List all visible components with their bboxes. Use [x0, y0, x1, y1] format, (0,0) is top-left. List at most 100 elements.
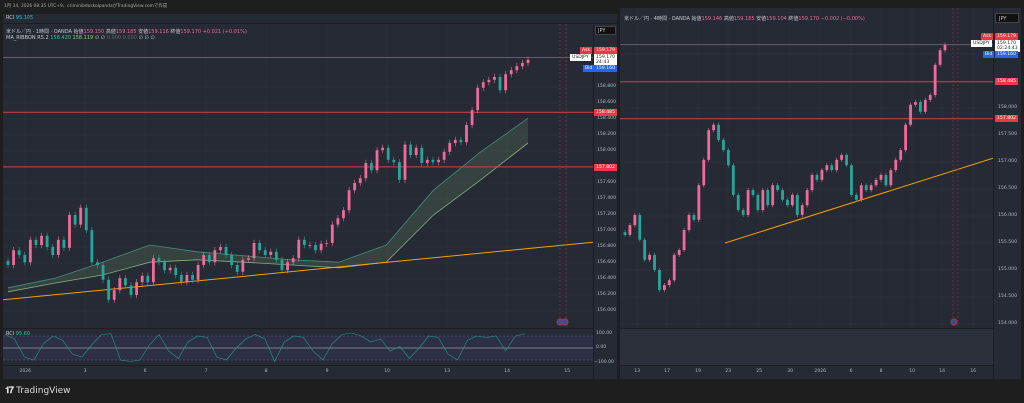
candle-body — [274, 251, 278, 260]
price-tick: 157.000 — [597, 228, 616, 233]
candle-body — [692, 214, 696, 220]
time-tick: 2026 — [814, 369, 827, 374]
caption: 1月 14, 2026 08:35 UTC+9、criminibdoskoipa… — [4, 4, 168, 9]
candle-body — [319, 243, 323, 251]
right-main-pane[interactable] — [620, 8, 993, 328]
price-tick: 156.400 — [597, 276, 616, 281]
time-tick: 17 — [664, 369, 671, 374]
time-tick: 30 — [787, 369, 794, 374]
price-tick: 158.200 — [597, 132, 616, 137]
candle-body — [174, 267, 178, 275]
time-tick: 10 — [384, 369, 391, 374]
candle-body — [746, 190, 750, 215]
level-tag: 157.802 — [594, 164, 617, 171]
candle-body — [504, 74, 508, 91]
tradingview-logo[interactable]: 𝟏𝟕 TradingView — [5, 386, 71, 396]
ma-ribbon-fill — [8, 118, 528, 292]
candle-body — [291, 258, 295, 263]
last-symbol: USDJPY — [570, 54, 591, 61]
time-tick: 25 — [756, 369, 763, 374]
price-tick: 154.000 — [998, 321, 1017, 326]
candle-body — [364, 163, 368, 179]
candle-body — [786, 199, 789, 206]
candle-body — [442, 151, 446, 160]
candle-body — [943, 44, 947, 51]
time-tick: 14 — [939, 369, 946, 374]
currency-button[interactable]: JPY — [595, 26, 616, 35]
currency-button[interactable]: JPY — [995, 13, 1019, 23]
candle-body — [263, 250, 267, 255]
time-tick: 3 — [83, 369, 87, 374]
candle-body — [45, 235, 49, 247]
right-chart-marks — [620, 8, 993, 328]
left-legend[interactable]: 米ドル／円 · 1時間 · OANDA 始値159.150 高値159.185 … — [6, 28, 247, 35]
candle-body — [56, 239, 60, 255]
candle-body — [884, 174, 888, 186]
candle-body — [224, 247, 228, 255]
candle-body — [633, 214, 637, 226]
left-rci-pane[interactable] — [3, 329, 593, 365]
candle-body — [697, 185, 701, 220]
candle-body — [825, 165, 829, 171]
high-label: 高値 — [723, 16, 734, 22]
rci-header-value: 95.105 — [15, 15, 34, 21]
candle-body — [672, 254, 676, 281]
right-price-axis[interactable] — [994, 8, 1021, 379]
candle-body — [521, 63, 524, 67]
candle-body — [358, 178, 362, 183]
time-tick: 6 — [143, 369, 147, 374]
time-tick: 8 — [879, 369, 883, 374]
ma-value-2: 158.119 — [72, 35, 94, 41]
ma-ribbon-legend[interactable]: MA_RIBBON R5.2 158.420 158.119 ∅ ∅ 0.000… — [6, 35, 155, 41]
null-icon: ∅ — [100, 35, 106, 41]
price-tick: 156.200 — [597, 292, 616, 297]
candle-body — [280, 259, 284, 271]
candle-body — [68, 215, 71, 248]
time-tick: 10 — [909, 369, 916, 374]
candle-body — [414, 147, 418, 155]
candle-body — [677, 250, 681, 255]
price-tick: 157.200 — [597, 212, 616, 217]
candle-body — [79, 207, 83, 225]
candle-body — [297, 239, 301, 259]
right-time-axis[interactable] — [620, 366, 993, 379]
rci-tick: −100.00 — [594, 360, 614, 365]
candle-body — [12, 250, 15, 265]
time-tick: 2026 — [19, 369, 32, 374]
candle-body — [151, 258, 155, 283]
price-tick: 157.500 — [998, 132, 1017, 137]
candle-body — [776, 185, 780, 191]
candle-body — [790, 194, 794, 206]
candle-body — [157, 258, 161, 263]
candle-body — [118, 278, 122, 291]
rci-tick: 100.00 — [596, 331, 613, 336]
last-price: 159.170 24:43 — [594, 54, 617, 66]
ma-ribbon-upper-line — [7, 117, 529, 289]
candle-body — [850, 165, 853, 195]
candle-body — [73, 215, 77, 225]
high-value: 159.185 — [733, 16, 755, 22]
candle-body — [342, 210, 345, 219]
candle-body — [235, 265, 239, 272]
right-lower-pane — [620, 329, 993, 365]
candle-body — [662, 285, 666, 290]
open-value: 159.150 — [83, 29, 105, 35]
candle-body — [707, 130, 711, 160]
candle-body — [648, 254, 652, 260]
candle-body — [938, 50, 942, 65]
ask-value: 159.179 — [995, 33, 1018, 40]
candle-body — [286, 262, 289, 271]
bid-label: Bid — [583, 65, 595, 72]
left-time-axis[interactable] — [3, 366, 593, 379]
ma-ribbon-lower-line — [7, 142, 529, 293]
candle-body — [653, 254, 656, 270]
right-legend[interactable]: 米ドル／円 · 4時間 · OANDA 始値159.146 高値159.185 … — [624, 15, 865, 22]
candle-body — [835, 159, 839, 171]
symbol: 米ドル／円 · 1時間 · OANDA — [6, 29, 72, 35]
time-tick: 13 — [444, 369, 451, 374]
candle-body — [761, 190, 765, 211]
last-price: 159.170 02:24:43 — [995, 40, 1020, 52]
low-value: 159.104 — [766, 16, 787, 22]
candle-body — [62, 239, 66, 248]
rci-header-label: RCI — [6, 15, 15, 21]
